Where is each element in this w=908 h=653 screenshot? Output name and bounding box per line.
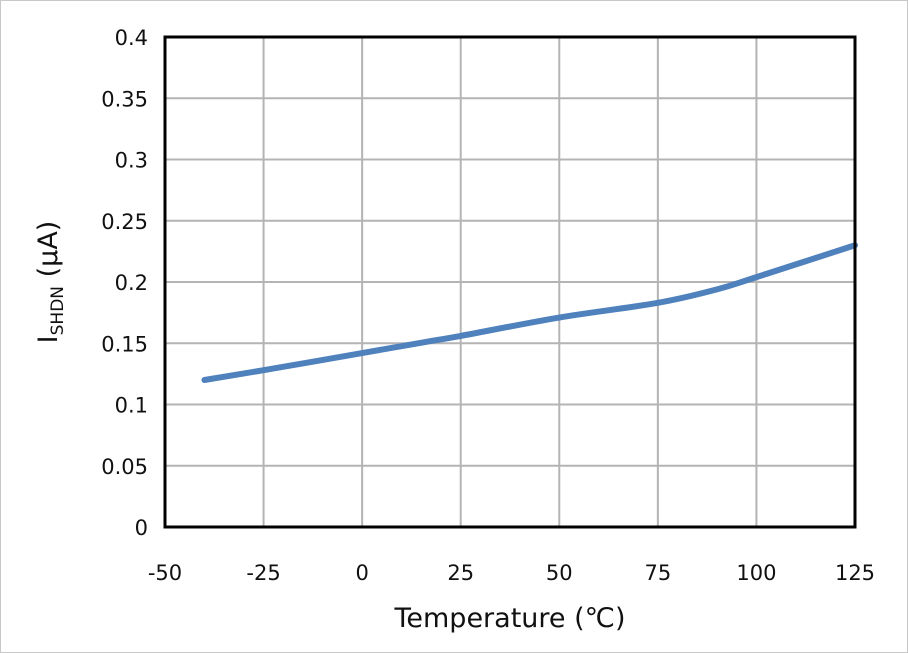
y-axis-label-unit: (µA) [33, 221, 64, 286]
x-tick-label: 25 [447, 561, 474, 585]
x-tick-label: -50 [148, 561, 182, 585]
x-tick-label: 75 [644, 561, 671, 585]
y-tick-label: 0.1 [115, 394, 148, 418]
y-tick-label: 0.2 [115, 271, 148, 295]
series-group [201, 242, 858, 383]
y-tick-label: 0.3 [115, 149, 148, 173]
y-tick-label: 0.15 [101, 332, 148, 356]
x-axis-label: Temperature (℃) [393, 603, 625, 634]
x-tick-label: 125 [835, 561, 875, 585]
y-tick-label: 0 [135, 516, 148, 540]
y-axis-label-subscript: SHDN [48, 286, 68, 335]
x-tick-label: 100 [736, 561, 776, 585]
y-tick-label: 0.4 [115, 26, 148, 50]
y-axis-label: ISHDN (µA) [33, 221, 68, 344]
grid [164, 36, 856, 528]
y-tick-labels: 0 0.05 0.1 0.15 0.2 0.25 0.3 0.35 0.4 [101, 26, 148, 540]
y-tick-label: 0.05 [101, 455, 148, 479]
x-tick-label: 0 [355, 561, 368, 585]
series-line [201, 242, 858, 383]
x-tick-label: 50 [546, 561, 573, 585]
x-tick-labels: -50 -25 0 25 50 75 100 125 [148, 561, 875, 585]
plot-area-border [163, 35, 857, 529]
y-tick-label: 0.25 [101, 210, 148, 234]
x-tick-label: -25 [246, 561, 280, 585]
y-axis-label-main: I [33, 335, 64, 343]
y-tick-label: 0.35 [101, 87, 148, 111]
